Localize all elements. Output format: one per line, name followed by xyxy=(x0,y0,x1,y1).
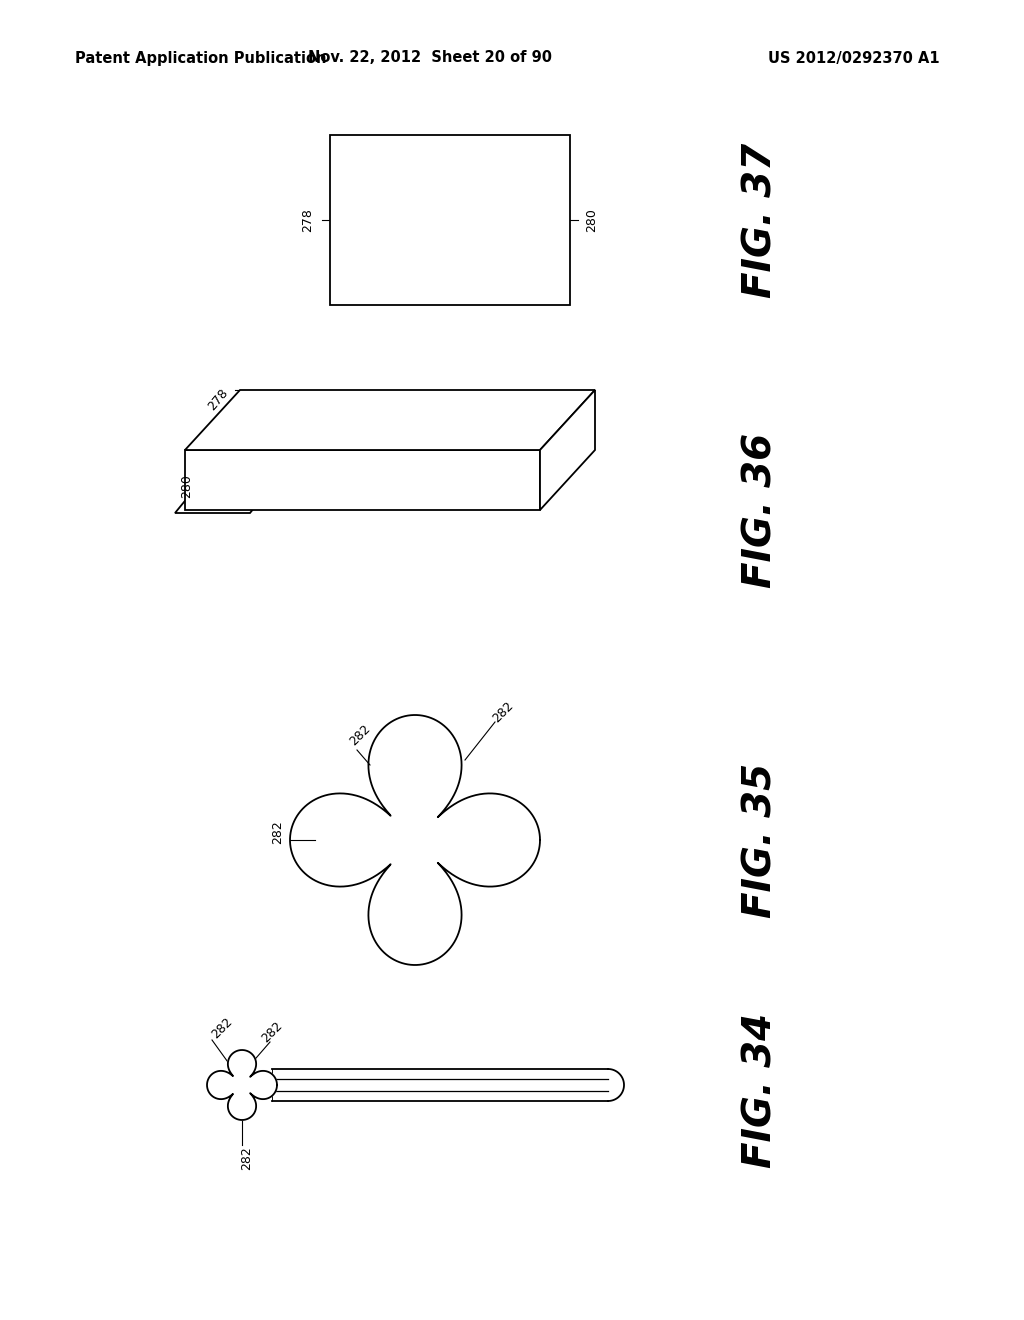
Text: FIG. 35: FIG. 35 xyxy=(741,763,779,917)
Polygon shape xyxy=(290,715,540,965)
Text: US 2012/0292370 A1: US 2012/0292370 A1 xyxy=(768,50,940,66)
Polygon shape xyxy=(540,389,595,510)
Text: 282: 282 xyxy=(259,1019,285,1045)
Polygon shape xyxy=(185,389,595,450)
Bar xyxy=(330,135,570,305)
Text: 280: 280 xyxy=(180,474,194,498)
Text: FIG. 37: FIG. 37 xyxy=(741,143,779,297)
Polygon shape xyxy=(175,458,295,513)
Text: 282: 282 xyxy=(271,820,285,843)
Text: FIG. 36: FIG. 36 xyxy=(741,433,779,587)
Text: Patent Application Publication: Patent Application Publication xyxy=(75,50,327,66)
Polygon shape xyxy=(185,450,540,510)
Text: 278: 278 xyxy=(301,209,314,232)
Text: 282: 282 xyxy=(241,1146,254,1170)
Text: 282: 282 xyxy=(347,722,373,748)
Text: Nov. 22, 2012  Sheet 20 of 90: Nov. 22, 2012 Sheet 20 of 90 xyxy=(308,50,552,66)
Text: 278: 278 xyxy=(206,387,230,413)
Text: 282: 282 xyxy=(209,1015,234,1041)
Text: 282: 282 xyxy=(490,700,516,725)
Text: FIG. 34: FIG. 34 xyxy=(741,1012,779,1168)
Text: 280: 280 xyxy=(586,209,598,232)
Polygon shape xyxy=(207,1049,278,1119)
